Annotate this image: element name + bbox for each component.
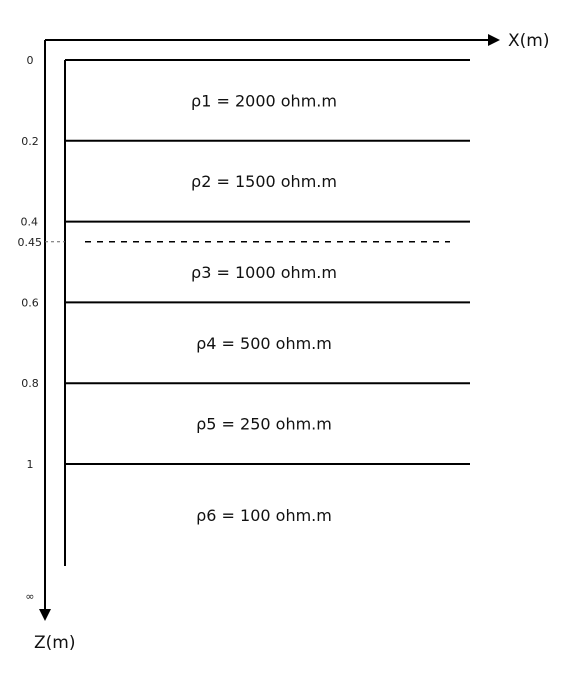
infinity-depth-label: ∞ — [25, 590, 34, 603]
layer-label-6: ρ6 = 100 ohm.m — [196, 506, 332, 525]
depth-tick-label-2: 0.4 — [21, 216, 39, 229]
layer-label-2: ρ2 = 1500 ohm.m — [191, 172, 337, 191]
depth-tick-label-0: 0 — [27, 54, 34, 67]
depth-tick-labels: 0 0.2 0.4 0.45 0.6 0.8 1 — [18, 54, 43, 471]
depth-tick-label-1: 0.2 — [21, 135, 39, 148]
z-axis-arrow-icon — [39, 609, 51, 621]
layer-label-1: ρ1 = 2000 ohm.m — [191, 91, 337, 110]
x-axis-label: X(m) — [508, 31, 549, 51]
layer-labels: ρ1 = 2000 ohm.m ρ2 = 1500 ohm.m ρ3 = 1000 … — [191, 91, 337, 525]
layer-boundaries — [65, 59, 470, 465]
depth-tick-label-3: 0.45 — [18, 236, 43, 249]
depth-tick-label-6: 1 — [27, 458, 34, 471]
depth-tick-label-4: 0.6 — [21, 296, 39, 309]
layer-label-4: ρ4 = 500 ohm.m — [196, 334, 332, 353]
depth-tick-label-5: 0.8 — [21, 377, 39, 390]
x-axis-arrow-icon — [488, 34, 500, 46]
layer-label-5: ρ5 = 250 ohm.m — [196, 415, 332, 434]
z-axis-label: Z(m) — [34, 633, 75, 653]
layer-label-3: ρ3 = 1000 ohm.m — [191, 263, 337, 282]
